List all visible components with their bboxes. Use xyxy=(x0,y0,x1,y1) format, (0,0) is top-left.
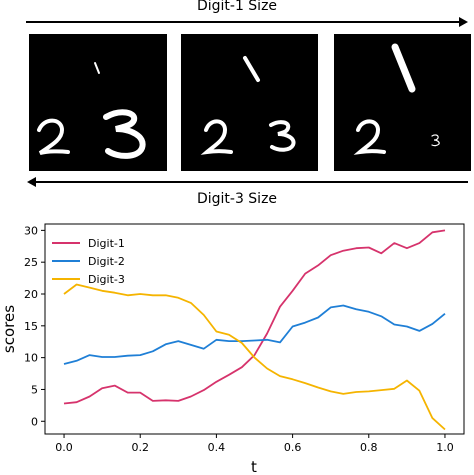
series-line-digit-3 xyxy=(63,283,446,431)
x-axis-label: t xyxy=(251,458,257,475)
x-tick-label: 1.0 xyxy=(436,441,454,454)
series-line-digit-1 xyxy=(63,229,446,405)
digit-1-size-arrow xyxy=(26,17,468,27)
y-tick-label: 25 xyxy=(24,256,38,269)
digit-image-panel-1 xyxy=(29,34,167,171)
legend-label-digit-1: Digit-1 xyxy=(88,237,125,250)
digit-image-panel-2 xyxy=(181,34,318,171)
x-tick-label: 0.8 xyxy=(360,441,378,454)
y-tick-label: 30 xyxy=(24,224,38,237)
legend-label-digit-2: Digit-2 xyxy=(88,255,125,268)
digit-1-size-label: Digit-1 Size xyxy=(196,0,278,14)
y-tick-label: 5 xyxy=(31,383,38,396)
legend-label-digit-3: Digit-3 xyxy=(88,273,125,286)
x-tick-label: 0.2 xyxy=(131,441,149,454)
series-line-digit-2 xyxy=(63,304,446,365)
chart-legend: Digit-1 Digit-2 Digit-3 xyxy=(52,237,125,286)
x-tick-label: 0.0 xyxy=(55,441,73,454)
plot-area-frame xyxy=(44,223,465,435)
y-axis-label: scores xyxy=(0,305,18,353)
x-tick-label: 0.4 xyxy=(208,441,226,454)
y-tick-label: 15 xyxy=(24,320,38,333)
digit-3-size-arrow xyxy=(27,177,468,187)
y-tick-label: 0 xyxy=(31,415,38,428)
y-tick-label: 10 xyxy=(24,352,38,365)
x-tick-label: 0.6 xyxy=(284,441,302,454)
digit-size-illustration xyxy=(26,17,471,187)
digit-3-size-label: Digit-3 Size xyxy=(196,191,278,207)
y-tick-label: 20 xyxy=(24,288,38,301)
digit-image-panel-3 xyxy=(334,34,471,171)
